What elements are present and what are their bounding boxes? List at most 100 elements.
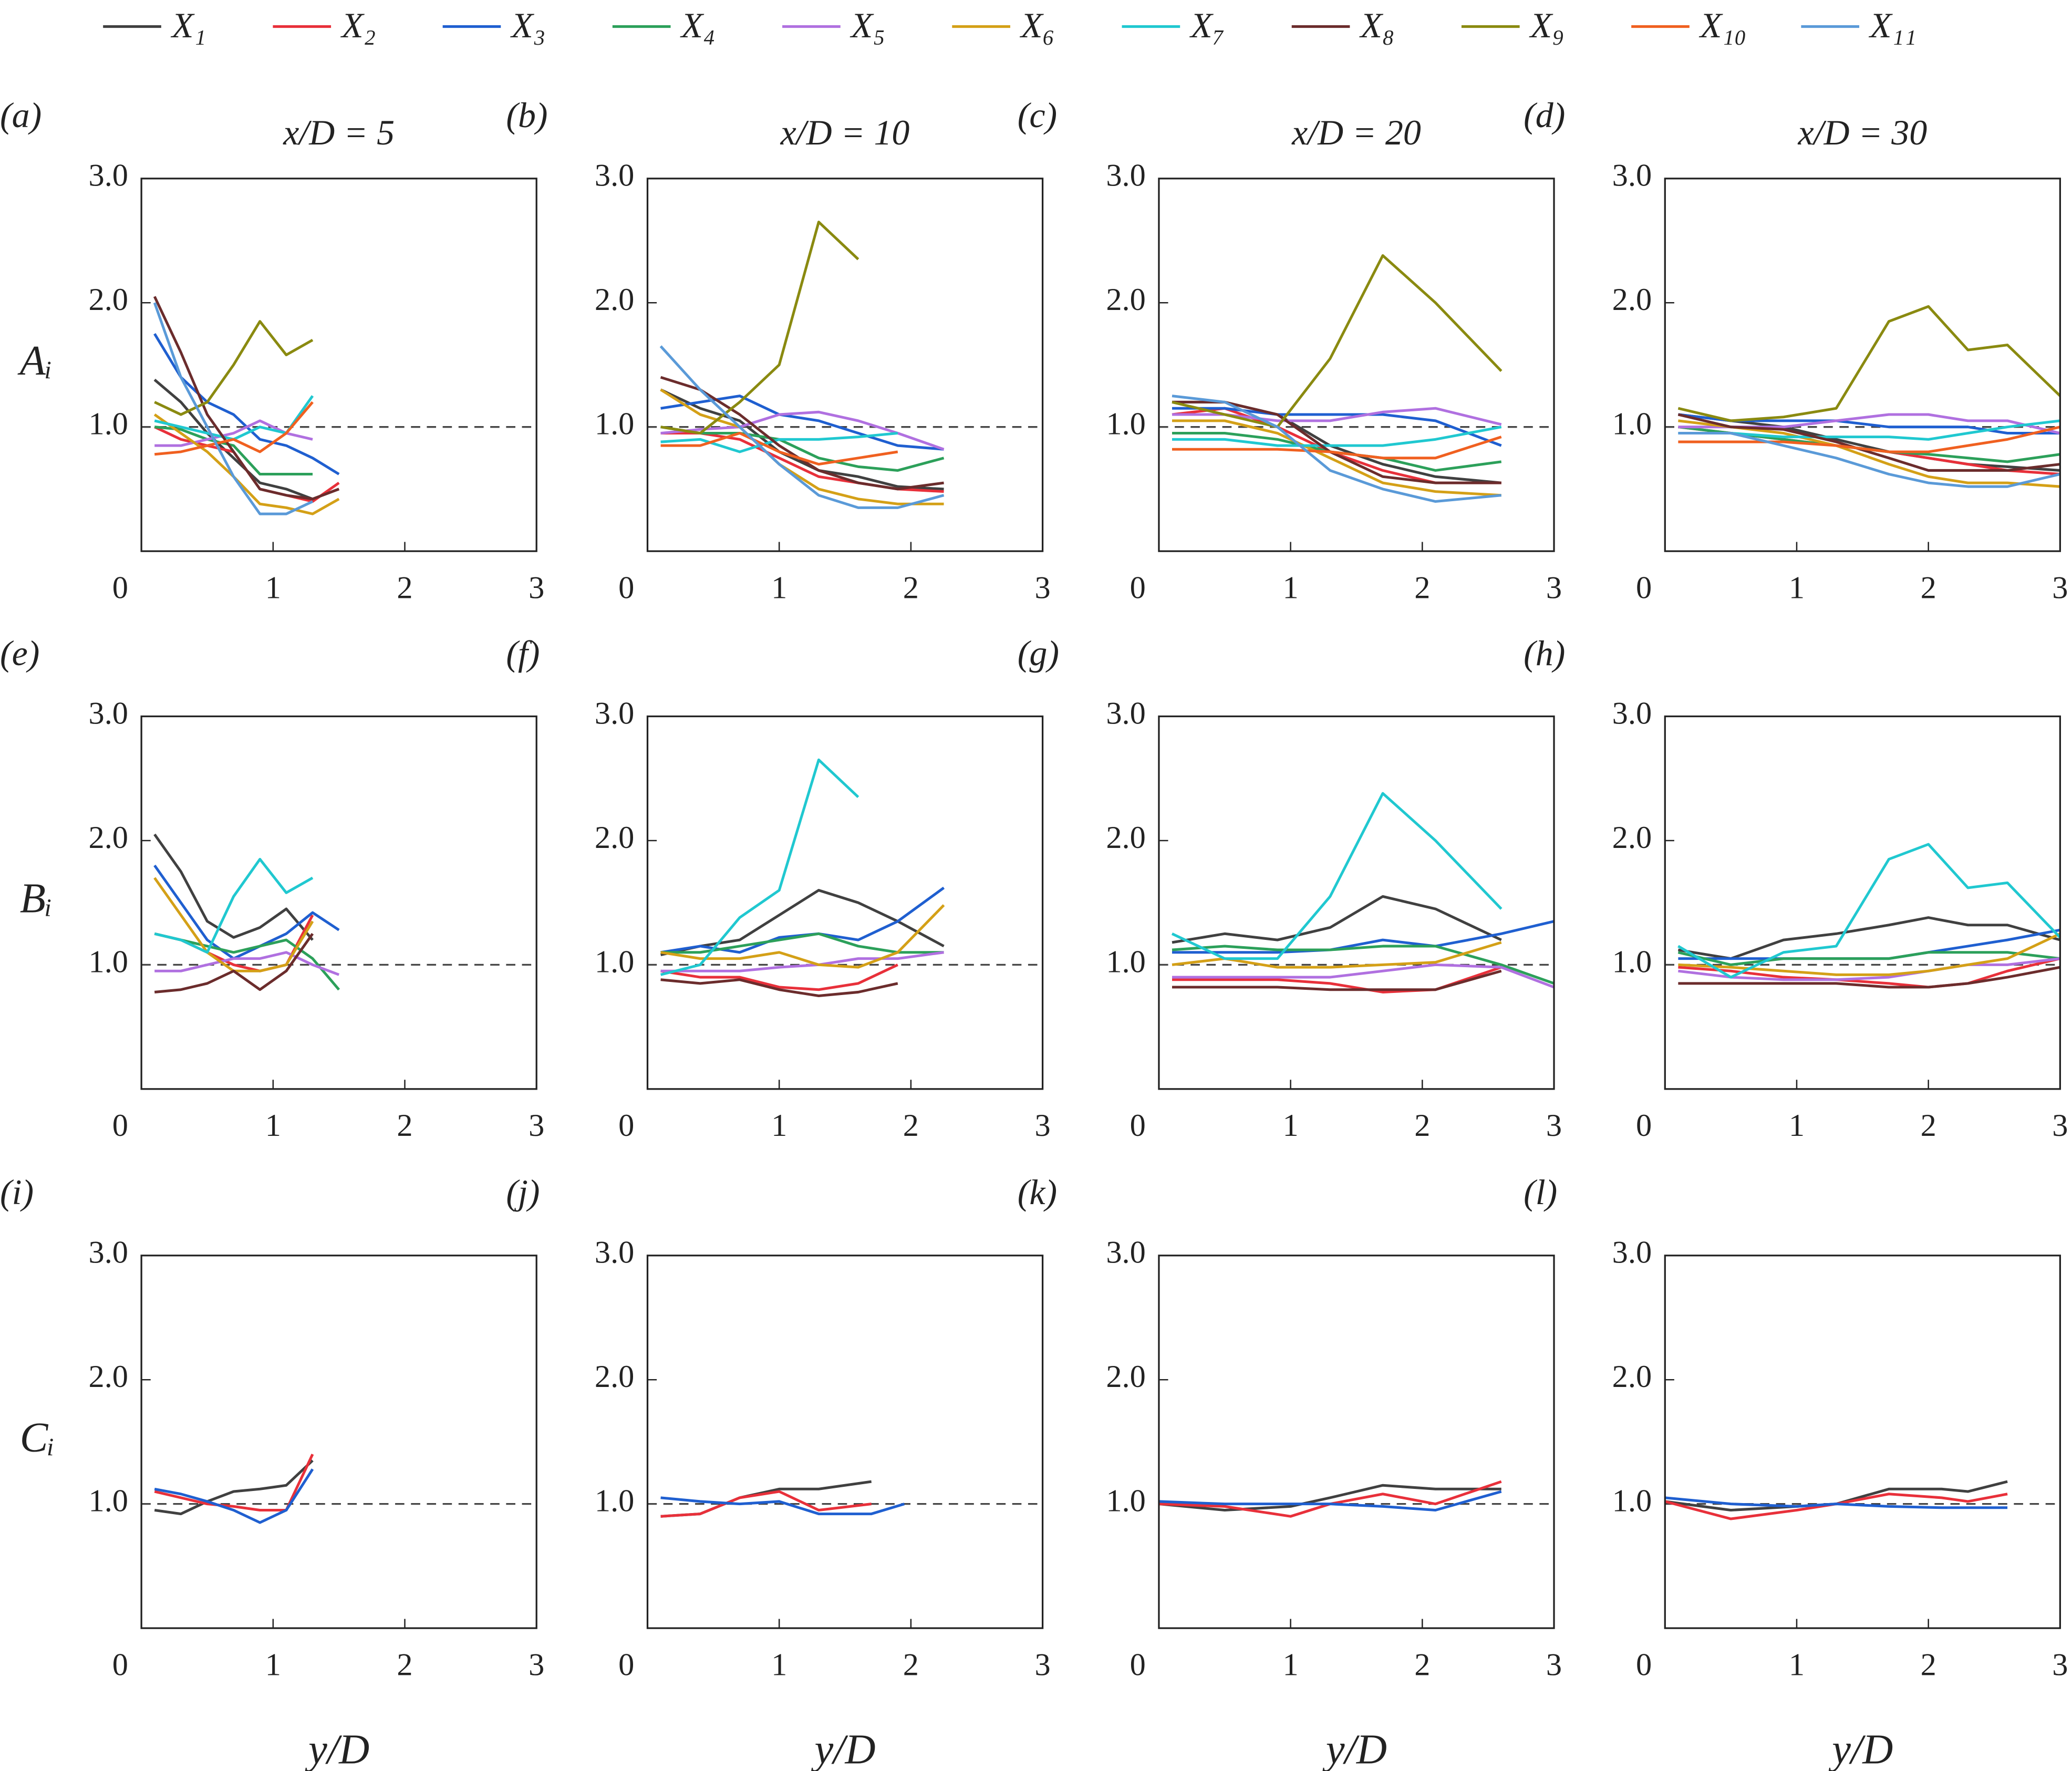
series-line bbox=[154, 320, 314, 416]
series-line bbox=[1677, 843, 2061, 979]
series-line bbox=[1677, 916, 2061, 960]
plot-frame bbox=[646, 1255, 1044, 1629]
panel-label: (j) bbox=[506, 1172, 540, 1212]
x-tick-label: 0 bbox=[112, 1108, 128, 1143]
y-tick-label: 3.0 bbox=[1612, 158, 1652, 193]
panel-label: (h) bbox=[1524, 633, 1565, 673]
y-tick-label: 3.0 bbox=[1106, 1235, 1145, 1270]
panel-label: (f) bbox=[506, 633, 540, 673]
plot-frame bbox=[646, 715, 1044, 1090]
x-tick-label: 1 bbox=[265, 1647, 281, 1682]
x-tick-label: 0 bbox=[1130, 1647, 1146, 1682]
x-tick-label: 2 bbox=[1921, 570, 1936, 605]
legend-label: X₁₀ bbox=[1698, 5, 1747, 45]
y-tick-label: 2.0 bbox=[595, 282, 634, 317]
series-line bbox=[1678, 419, 2060, 441]
y-tick-label: 3.0 bbox=[595, 158, 634, 193]
x-tick-label: 2 bbox=[1921, 1108, 1936, 1143]
plot-frame bbox=[1664, 715, 2061, 1090]
x-tick-label: 3 bbox=[529, 1108, 544, 1143]
x-tick-label: 2 bbox=[1414, 1108, 1430, 1143]
y-tick-label: 2.0 bbox=[1612, 282, 1652, 317]
x-tick-label: 2 bbox=[1921, 1647, 1936, 1682]
y-tick-label: 2.0 bbox=[89, 1359, 128, 1394]
x-tick-label: 2 bbox=[397, 1108, 412, 1143]
x-tick-label: 3 bbox=[1034, 570, 1050, 605]
x-tick-label: 3 bbox=[1034, 1647, 1050, 1682]
series-line bbox=[154, 857, 314, 954]
x-tick-label: 1 bbox=[1283, 1647, 1299, 1682]
y-tick-label: 3.0 bbox=[89, 696, 128, 731]
x-tick-label: 1 bbox=[1283, 570, 1299, 605]
series-line bbox=[1678, 966, 2060, 989]
plot-frame bbox=[646, 178, 1044, 552]
y-tick-label: 3.0 bbox=[595, 1235, 634, 1270]
series-line bbox=[660, 1480, 872, 1518]
x-tick-label: 0 bbox=[618, 570, 634, 605]
series-line bbox=[660, 388, 944, 491]
panel-label: (g) bbox=[1018, 633, 1059, 673]
x-tick-label: 1 bbox=[1283, 1108, 1299, 1143]
x-tick-label: 2 bbox=[1414, 570, 1430, 605]
y-tick-label: 2.0 bbox=[89, 282, 128, 317]
series-line bbox=[154, 1459, 314, 1516]
y-axis-label: Aᵢ bbox=[17, 337, 53, 384]
series-line bbox=[660, 886, 945, 954]
series-line bbox=[154, 933, 314, 993]
x-tick-label: 1 bbox=[265, 570, 281, 605]
series-line bbox=[1678, 426, 2060, 453]
x-tick-label: 2 bbox=[903, 1108, 919, 1143]
x-tick-label: 2 bbox=[903, 570, 919, 605]
x-tick-label: 0 bbox=[112, 570, 128, 605]
legend-label: X₉ bbox=[1529, 5, 1565, 45]
x-tick-label: 0 bbox=[618, 1108, 634, 1143]
series-line bbox=[153, 864, 340, 960]
y-tick-label: 1.0 bbox=[89, 1484, 128, 1519]
panel-subtitle: x/D = 30 bbox=[1797, 112, 1927, 152]
x-tick-label: 0 bbox=[1636, 1108, 1652, 1143]
panel-subtitle: x/D = 5 bbox=[283, 112, 395, 152]
series-line bbox=[1665, 1496, 2008, 1509]
x-tick-label: 0 bbox=[1636, 570, 1652, 605]
plot-frame bbox=[140, 1255, 537, 1629]
series-line bbox=[1664, 1493, 2008, 1520]
y-tick-label: 2.0 bbox=[1106, 820, 1145, 855]
series-line bbox=[153, 302, 314, 515]
y-tick-label: 1.0 bbox=[1106, 944, 1145, 979]
x-tick-label: 0 bbox=[1130, 1108, 1146, 1143]
x-tick-label: 0 bbox=[1130, 570, 1146, 605]
series-line bbox=[660, 432, 898, 453]
x-tick-label: 2 bbox=[397, 570, 412, 605]
series-line bbox=[1172, 419, 1501, 497]
x-tick-label: 0 bbox=[618, 1647, 634, 1682]
series-line bbox=[1172, 920, 1555, 954]
panel-subtitle: x/D = 20 bbox=[1291, 112, 1421, 152]
x-tick-label: 2 bbox=[397, 1647, 412, 1682]
y-tick-label: 3.0 bbox=[89, 1235, 128, 1270]
plot-frame bbox=[1664, 178, 2061, 552]
y-tick-label: 3.0 bbox=[1106, 696, 1145, 731]
y-tick-label: 1.0 bbox=[1612, 1484, 1652, 1519]
series-line bbox=[1678, 419, 2060, 488]
y-tick-label: 2.0 bbox=[1106, 282, 1145, 317]
x-tick-label: 3 bbox=[2052, 570, 2068, 605]
panel-subtitle: x/D = 10 bbox=[780, 112, 910, 152]
x-tick-label: 3 bbox=[1546, 570, 1562, 605]
plot-frame bbox=[1158, 715, 1555, 1090]
y-tick-label: 3.0 bbox=[1612, 696, 1652, 731]
x-axis-label: y/D bbox=[1828, 1726, 1893, 1771]
plot-frame bbox=[1158, 1255, 1555, 1629]
x-tick-label: 3 bbox=[2052, 1647, 2068, 1682]
y-tick-label: 1.0 bbox=[89, 944, 128, 979]
x-tick-label: 0 bbox=[1636, 1647, 1652, 1682]
series-line bbox=[1172, 963, 1555, 989]
series-line bbox=[660, 221, 859, 435]
series-line bbox=[1172, 254, 1503, 429]
y-tick-label: 2.0 bbox=[89, 820, 128, 855]
y-tick-label: 1.0 bbox=[89, 407, 128, 442]
x-tick-label: 0 bbox=[112, 1647, 128, 1682]
legend-label: X₈ bbox=[1359, 5, 1395, 45]
y-tick-label: 1.0 bbox=[595, 407, 634, 442]
